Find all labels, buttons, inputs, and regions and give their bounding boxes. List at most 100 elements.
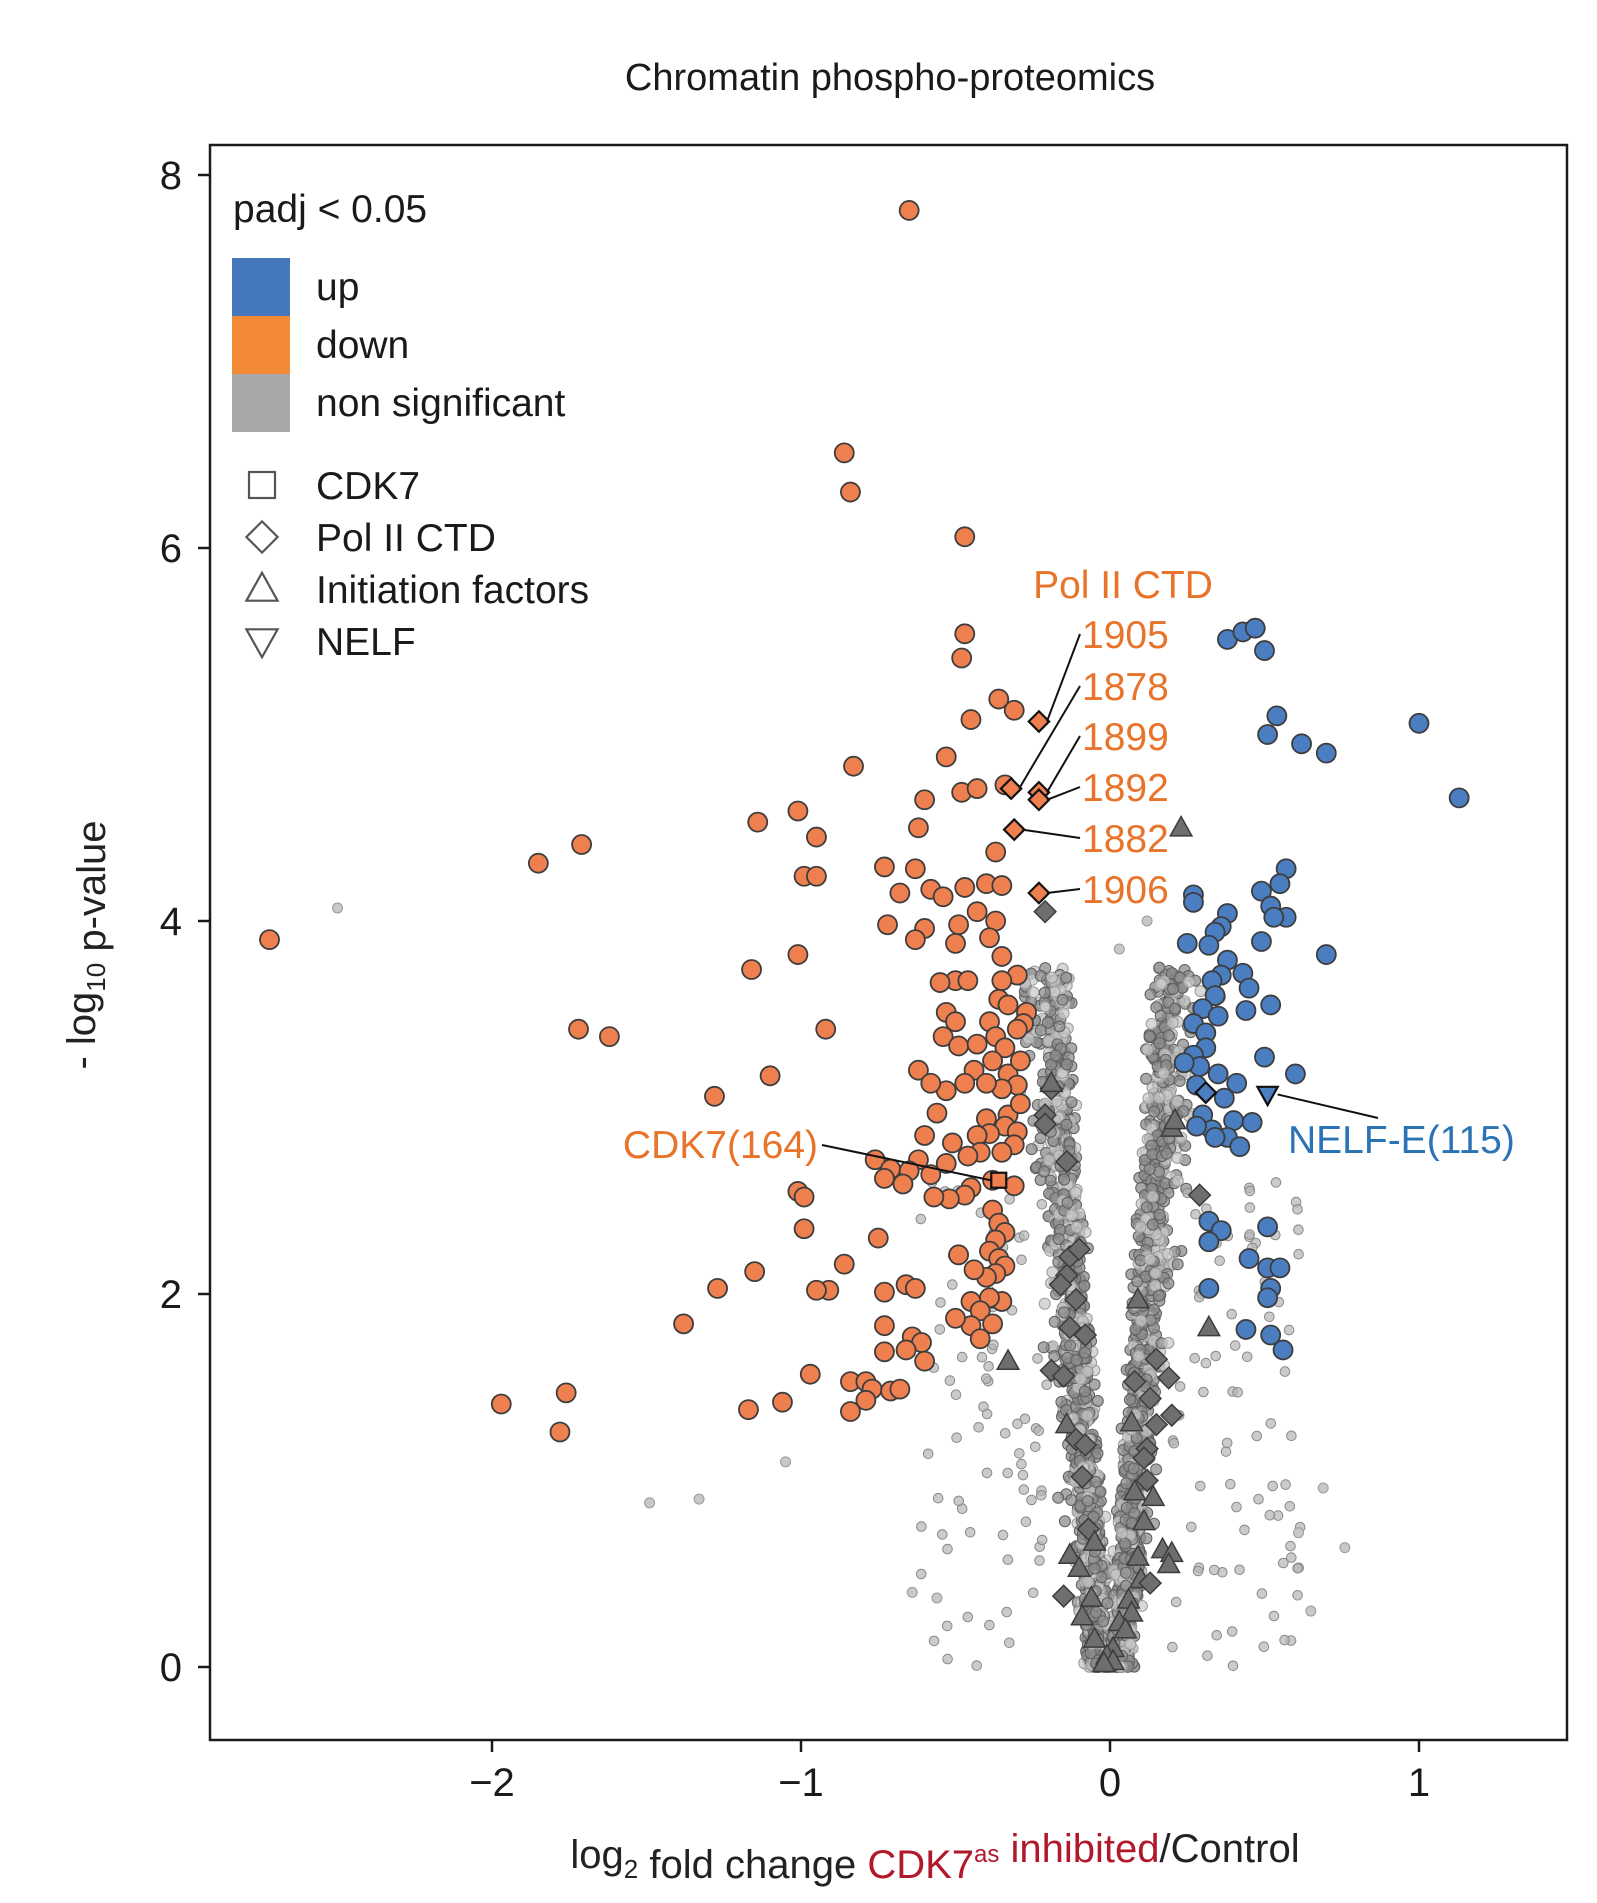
down-point xyxy=(1009,1050,1031,1072)
ns-marker-diamond xyxy=(1064,1287,1088,1312)
down-point xyxy=(1009,1093,1031,1115)
x-tick-label: 1 xyxy=(1408,1761,1430,1805)
down-point xyxy=(945,1011,966,1033)
ns-point xyxy=(1001,1606,1013,1618)
up-point xyxy=(1198,1231,1220,1253)
down-point xyxy=(833,1253,855,1275)
ns-point xyxy=(1090,1606,1102,1619)
up-point xyxy=(1235,1000,1257,1021)
up-point xyxy=(1448,787,1470,809)
ns-point xyxy=(1286,1552,1297,1563)
ns-marker-triangle-up xyxy=(1122,1478,1147,1501)
ns-point xyxy=(984,1619,995,1631)
ns-marker-triangle-up xyxy=(1119,1600,1144,1622)
ns-point xyxy=(1178,995,1191,1008)
ns-point xyxy=(1143,1030,1156,1043)
down-point xyxy=(1003,1175,1025,1197)
ns-point xyxy=(1284,1501,1296,1512)
ns-point xyxy=(1091,1447,1104,1460)
ns-point xyxy=(1190,1209,1201,1220)
up-point xyxy=(1257,1287,1278,1309)
ns-point xyxy=(1134,1221,1147,1234)
ns-point xyxy=(1264,1509,1276,1521)
ns-point xyxy=(1002,1467,1014,1479)
ns-point xyxy=(1088,1378,1101,1391)
ns-point xyxy=(1120,1477,1133,1490)
ns-point xyxy=(1016,1254,1027,1266)
down-point xyxy=(948,1035,969,1057)
ns-marker-triangle-up xyxy=(1162,1107,1187,1130)
ns-point xyxy=(1232,1387,1243,1398)
down-point xyxy=(929,972,951,993)
ns-point xyxy=(1113,943,1125,955)
ns-point xyxy=(937,1529,948,1540)
ns-point xyxy=(1018,1230,1030,1241)
down-point xyxy=(904,929,926,951)
x-tick-label: −1 xyxy=(778,1761,824,1805)
ns-point xyxy=(1186,1521,1197,1533)
highlight-diamond xyxy=(999,776,1023,801)
down-point xyxy=(926,1102,948,1124)
ns-point xyxy=(964,1527,976,1538)
ns-point xyxy=(1058,1173,1071,1186)
ns-point xyxy=(1154,1009,1167,1022)
ns-point xyxy=(1039,1001,1051,1013)
ns-point xyxy=(1141,915,1153,927)
x-axis-label-part: 2 xyxy=(624,1854,638,1884)
up-point xyxy=(1207,1005,1229,1027)
ns-point xyxy=(950,1389,962,1400)
y-tick-label: 6 xyxy=(160,527,182,571)
ns-point xyxy=(1078,1346,1091,1359)
down-point xyxy=(571,834,593,855)
annotation-label: 1899 xyxy=(1082,716,1169,759)
x-axis-label-part: as xyxy=(974,1841,999,1868)
ns-marker-diamond xyxy=(1132,1446,1156,1470)
ns-point xyxy=(1141,1043,1154,1056)
ns-marker-diamond xyxy=(1067,1237,1091,1262)
ns-point xyxy=(1292,1563,1303,1574)
down-point xyxy=(954,623,976,645)
ns-point xyxy=(1127,1462,1140,1475)
ns-point xyxy=(1160,1147,1173,1160)
ns-point xyxy=(906,1586,918,1598)
down-point xyxy=(1006,1018,1028,1040)
ns-point xyxy=(1149,1267,1162,1280)
down-point xyxy=(904,858,926,880)
ns-point xyxy=(981,1408,993,1420)
ns-point xyxy=(1036,1199,1048,1210)
ns-point xyxy=(1268,1610,1280,1622)
up-point xyxy=(1251,931,1272,952)
ns-point xyxy=(1146,1081,1159,1094)
down-point xyxy=(527,852,549,874)
down-point xyxy=(892,1173,914,1195)
ns-point xyxy=(953,1495,965,1507)
ns-point xyxy=(1144,988,1157,1001)
y-tick-label: 4 xyxy=(160,900,182,944)
up-point xyxy=(1260,1324,1282,1346)
ns-point xyxy=(1253,1493,1264,1505)
ns-point xyxy=(915,1213,927,1225)
ns-point xyxy=(1030,1441,1041,1453)
ns-marker-diamond xyxy=(1070,1464,1095,1489)
ns-point xyxy=(942,1543,953,1555)
ns-point xyxy=(1171,1258,1184,1271)
down-point xyxy=(806,1279,827,1301)
ns-point xyxy=(1101,1597,1114,1610)
ns-point xyxy=(1244,1202,1256,1213)
down-point xyxy=(951,647,973,669)
ns-point xyxy=(1155,977,1168,990)
ns-marker-diamond xyxy=(1033,899,1057,924)
legend-shape-triangle-up xyxy=(244,570,280,602)
ns-point xyxy=(1162,1029,1175,1042)
up-point xyxy=(1173,1052,1195,1074)
down-point xyxy=(920,1072,942,1094)
ns-point xyxy=(1174,1381,1186,1392)
down-point xyxy=(747,811,769,833)
ns-point xyxy=(1209,1564,1220,1576)
ns-point xyxy=(1162,1277,1175,1290)
ns-point xyxy=(1070,1354,1083,1367)
up-point xyxy=(1198,934,1220,956)
down-point xyxy=(954,877,976,898)
